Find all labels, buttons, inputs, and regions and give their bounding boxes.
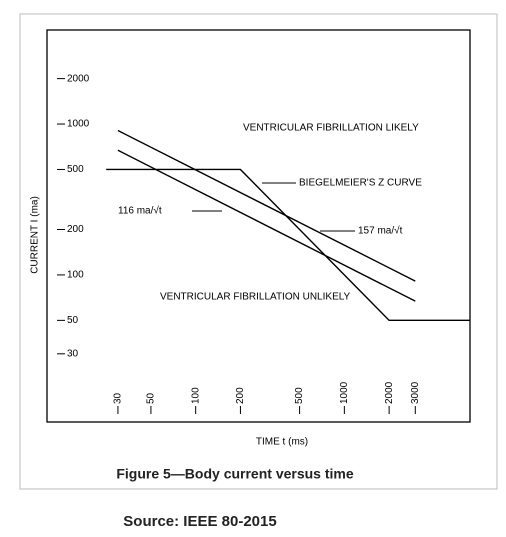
annotation: VENTRICULAR FIBRILLATION LIKELY (243, 123, 419, 134)
source: Source: IEEE 80-2015 (123, 513, 276, 530)
y-tick-label: 100 (67, 270, 84, 281)
series-line (106, 168, 470, 322)
x-tick-label: 30 (113, 392, 124, 404)
x-axis-label: TIME t (ms) (256, 437, 308, 448)
annotation: 116 ma/√t (118, 205, 162, 217)
x-tick-label: 50 (146, 392, 157, 404)
y-tick-label: 500 (67, 164, 84, 175)
series-line (117, 149, 416, 302)
x-tick-label: 1000 (339, 381, 350, 404)
y-tick-label: 30 (67, 348, 79, 359)
figure-frame (19, 13, 498, 490)
annotation: 157 ma/√t (358, 225, 403, 237)
y-tick-label: 1000 (67, 119, 90, 130)
plot-frame (46, 29, 471, 423)
x-tick-label: 3000 (410, 381, 421, 404)
y-tick-label: 50 (67, 315, 79, 326)
x-tick-label: 200 (235, 387, 246, 404)
y-tick-label: 200 (67, 224, 84, 235)
x-tick-label: 500 (294, 387, 305, 404)
y-tick-label: 2000 (67, 73, 90, 84)
x-tick-label: 2000 (384, 381, 395, 404)
x-tick-label: 100 (190, 387, 201, 404)
annotation: BIEGELMEIER'S Z CURVE (299, 178, 422, 189)
series-line (117, 129, 416, 282)
caption: Figure 5—Body current versus time (116, 466, 354, 482)
annotation: VENTRICULAR FIBRILLATION UNLIKELY (160, 292, 351, 303)
y-axis-label: CURRENT I (ma) (30, 196, 41, 274)
